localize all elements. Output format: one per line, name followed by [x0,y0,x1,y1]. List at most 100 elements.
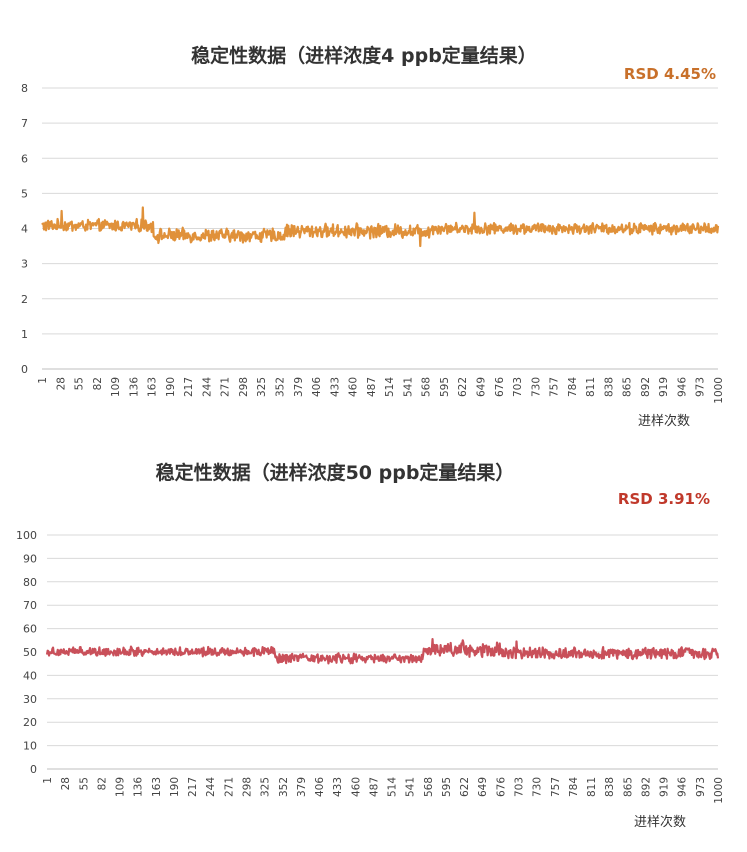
x-tick-label: 487 [368,777,380,797]
x-tick-label: 325 [256,377,268,397]
x-tick-label: 271 [223,777,235,797]
gridlines [47,534,718,770]
x-tick-label: 1000 [713,377,725,404]
x-tick-labels: 1 28 55 82 109 136 163 190 217 244 271 298 325 352 379… [37,377,725,404]
x-tick-label: 973 [695,377,707,397]
x-tick-label: 622 [457,377,469,397]
x-tick-label: 757 [550,777,562,797]
x-tick-label: 298 [238,377,250,397]
x-tick-label: 919 [659,777,671,797]
x-tick-label: 217 [187,777,199,797]
x-tick-label: 460 [348,377,360,397]
x-tick-label: 568 [421,377,433,397]
x-tick-label: 811 [586,777,598,797]
y-tick-label: 6 [21,152,28,165]
y-tick-label: 8 [21,82,28,95]
y-tick-label: 10 [23,740,37,753]
x-tick-label: 82 [96,777,108,790]
x-tick-label: 946 [676,377,688,397]
y-tick-labels: 0 1 2 3 4 5 6 7 8 [21,82,28,376]
x-tick-label: 730 [530,377,542,397]
series-line [45,638,720,665]
x-tick-label: 703 [512,377,524,397]
y-tick-label: 7 [21,117,28,130]
x-tick-label: 1000 [713,777,725,804]
x-tick-label: 892 [640,777,652,797]
x-tick-label: 703 [514,777,526,797]
y-tick-label: 1 [21,328,28,341]
x-tick-label: 352 [278,777,290,797]
rsd-annotation: RSD 3.91% [618,490,710,508]
x-tick-label: 82 [92,377,104,390]
x-tick-label: 676 [495,777,507,797]
x-tick-label: 838 [604,777,616,797]
x-tick-label: 136 [133,777,145,797]
x-tick-label: 865 [622,377,634,397]
x-tick-label: 379 [296,777,308,797]
x-axis-label: 进样次数 [634,814,686,830]
x-tick-label: 838 [603,377,615,397]
x-tick-label: 1 [42,777,54,784]
x-tick-label: 595 [441,777,453,797]
x-tick-label: 811 [585,377,597,397]
y-tick-label: 0 [30,763,37,776]
y-tick-label: 70 [23,599,37,612]
y-tick-label: 40 [23,669,37,682]
y-tick-label: 90 [23,552,37,565]
x-tick-label: 28 [60,777,72,790]
chart-title: 稳定性数据（进样浓度4 ppb定量结果） [191,44,537,67]
x-tick-label: 433 [329,377,341,397]
rsd-annotation: RSD 4.45% [624,65,716,83]
y-tick-label: 4 [21,223,28,236]
x-tick-label: 649 [475,377,487,397]
x-tick-label: 109 [115,777,127,797]
y-tick-label: 20 [23,716,37,729]
x-tick-label: 190 [169,777,181,797]
x-tick-label: 406 [314,777,326,797]
x-tick-label: 514 [384,377,396,397]
y-tick-label: 0 [21,363,28,376]
x-tick-label: 946 [677,777,689,797]
y-tick-label: 80 [23,576,37,589]
x-tick-label: 541 [402,377,414,397]
x-tick-label: 892 [640,377,652,397]
x-tick-label: 595 [439,377,451,397]
x-tick-label: 784 [568,777,580,797]
x-tick-label: 649 [477,777,489,797]
series-path [41,206,720,248]
y-tick-label: 3 [21,258,28,271]
x-tick-labels: 1 28 55 82 109 136 163 190 217 244 271 298 325 352 379… [42,777,725,804]
x-tick-label: 379 [293,377,305,397]
y-tick-label: 100 [16,529,37,542]
x-tick-label: 460 [350,777,362,797]
x-tick-label: 1 [37,377,49,384]
y-tick-label: 50 [23,646,37,659]
x-tick-label: 55 [78,777,90,790]
x-tick-label: 28 [55,377,67,390]
x-tick-label: 568 [423,777,435,797]
y-tick-labels: 0 10 20 30 40 50 60 70 80 90 100 [16,529,37,776]
x-tick-label: 217 [183,377,195,397]
x-tick-label: 325 [260,777,272,797]
x-tick-label: 163 [147,377,159,397]
y-tick-label: 5 [21,187,28,200]
chart-50ppb: 稳定性数据（进样浓度50 ppb定量结果） RSD 3.91% 进样次数 0 10… [16,461,725,830]
x-tick-label: 730 [532,777,544,797]
y-tick-label: 2 [21,293,28,306]
x-tick-label: 622 [459,777,471,797]
x-tick-label: 244 [201,377,213,397]
y-tick-label: 60 [23,623,37,636]
chart-title: 稳定性数据（进样浓度50 ppb定量结果） [156,461,515,484]
x-tick-label: 190 [165,377,177,397]
x-tick-label: 487 [366,377,378,397]
x-tick-label: 109 [110,377,122,397]
x-tick-label: 757 [549,377,561,397]
chart-4ppb: 稳定性数据（进样浓度4 ppb定量结果） RSD 4.45% 进样次数 0 1 2 3… [21,44,725,429]
x-tick-label: 973 [695,777,707,797]
series-line [41,206,720,248]
x-tick-label: 136 [128,377,140,397]
x-tick-label: 55 [74,377,86,390]
x-tick-label: 244 [205,777,217,797]
